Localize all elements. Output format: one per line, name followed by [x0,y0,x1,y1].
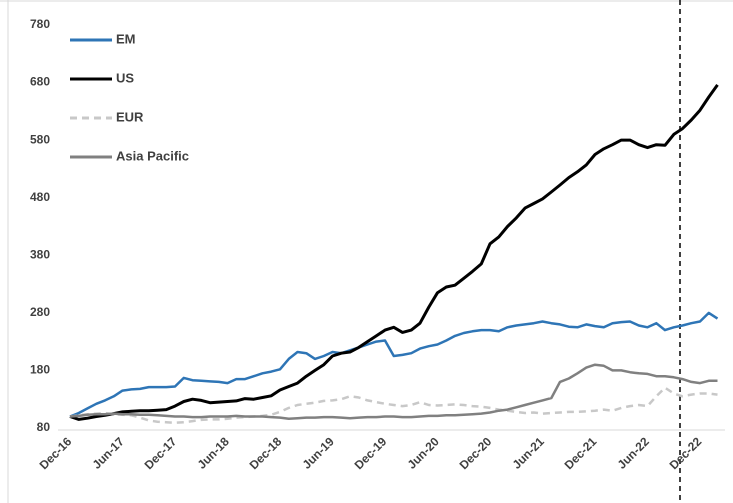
series-line [69,311,719,418]
y-tick-label: 380 [30,247,50,261]
y-tick-label: 780 [30,17,50,31]
x-tick-label: Dec-18 [247,434,285,472]
x-tick-label: Dec-21 [562,434,600,472]
x-tick-label: Jun-20 [405,434,442,471]
legend-label: EM [116,31,136,46]
x-tick-label: Dec-22 [667,434,705,472]
legend: EM US EUR Asia Pacific [70,31,189,163]
series-line [69,363,718,421]
y-tick-label: 180 [30,363,50,377]
x-tick-label: Dec-20 [457,434,495,472]
x-tick-label: Jun-21 [510,434,547,471]
legend-label: EUR [116,109,144,124]
x-tick-label: Jun-22 [615,434,652,471]
series-line [69,84,719,421]
x-tick-label: Jun-19 [300,434,337,471]
x-tick-label: Jun-18 [195,434,232,471]
legend-label: Asia Pacific [116,148,189,163]
legend-label: US [116,70,134,85]
x-tick-label: Jun-17 [90,434,127,471]
y-tick-label: 80 [37,420,51,434]
x-tick-label: Dec-19 [352,434,390,472]
y-tick-label: 580 [30,132,50,146]
y-tick-label: 680 [30,75,50,89]
x-tick-label: Dec-17 [142,434,180,472]
x-tick-label: Dec-16 [37,434,75,472]
y-tick-label: 280 [30,305,50,319]
y-tick-label: 480 [30,190,50,204]
series-line [69,386,718,425]
